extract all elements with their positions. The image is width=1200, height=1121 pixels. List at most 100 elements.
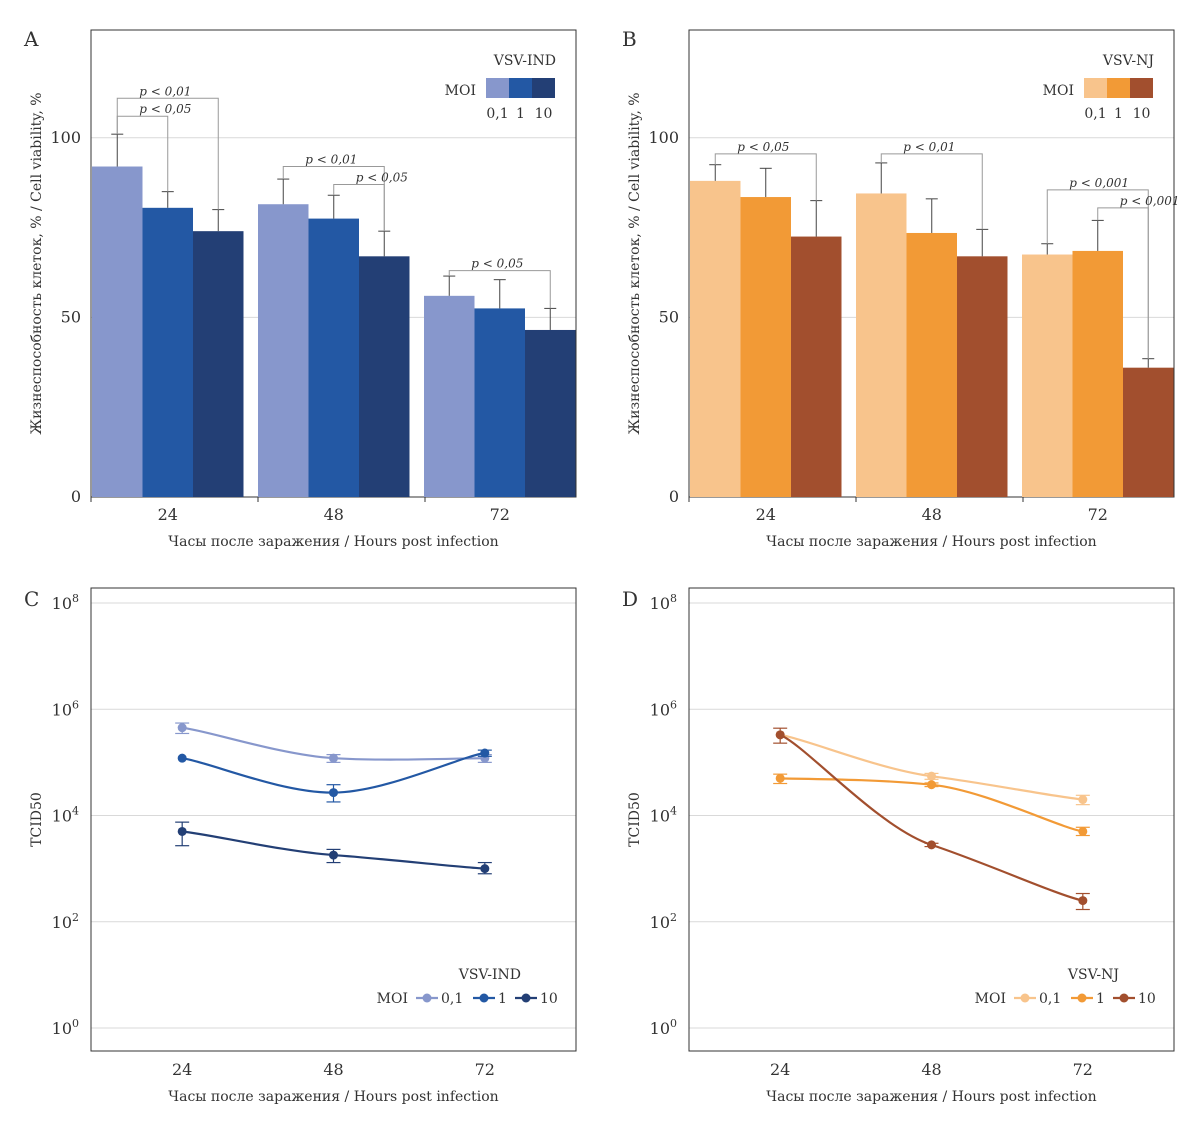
x-axis-title: Часы после заражения / Hours post infect…	[168, 534, 498, 550]
x-tick-label: 24	[158, 505, 178, 524]
data-point	[775, 730, 785, 740]
legend-title: VSV-IND	[458, 967, 521, 983]
x-tick-label: 48	[323, 1060, 343, 1079]
data-point	[177, 723, 187, 733]
legend-entry: 0,1	[441, 991, 463, 1007]
legend-moi-label: MOI	[377, 991, 408, 1007]
legend-swatch	[509, 78, 532, 98]
bar	[142, 207, 193, 498]
legend-marker	[1077, 993, 1087, 1003]
y-axis-title: TCID50	[627, 792, 643, 847]
y-tick-label: 100	[648, 128, 679, 147]
y-axis-title: Жизнеспособность клеток, % / Cell viabil…	[29, 92, 45, 434]
legend-title: VSV-NJ	[1102, 53, 1154, 69]
y-tick-label: 106	[650, 698, 677, 719]
panel-a: A 0 50 100 24 48 72 Часы после заражения / Hour…	[23, 27, 577, 550]
bar	[258, 204, 309, 497]
significance-bracket	[116, 115, 169, 192]
bar	[1022, 254, 1073, 497]
y-axis-title: Жизнеспособность клеток, % / Cell viabil…	[627, 92, 643, 434]
y-tick-label: 104	[52, 805, 79, 826]
bar	[424, 295, 475, 497]
y-tick-label: 106	[52, 698, 79, 719]
legend-entry: 1	[1096, 991, 1105, 1007]
bar	[193, 231, 244, 497]
data-point	[775, 773, 785, 783]
data-point	[177, 753, 187, 763]
x-tick-label: 48	[324, 505, 344, 524]
y-tick-label: 50	[61, 307, 81, 326]
data-point	[1078, 896, 1088, 906]
legend-entry: 0,1	[1039, 991, 1061, 1007]
legend-title: VSV-IND	[493, 53, 556, 69]
data-point	[329, 753, 338, 763]
legend-entry: 0,1	[1084, 106, 1106, 122]
legend-marker	[422, 993, 432, 1003]
data-point	[1078, 826, 1088, 836]
bar	[525, 329, 576, 497]
panel-b: B 0 50 100 24 48 72 Часы после заражения / Hour…	[622, 27, 1179, 550]
significance-label: p < 0,05	[471, 257, 523, 271]
y-axis-title: TCID50	[29, 792, 45, 847]
x-tick-label: 72	[475, 1060, 495, 1079]
y-tick-label: 50	[659, 307, 679, 326]
panel-c: C 100 102 104 106 108 24 48 72 Часы после заражен…	[24, 587, 577, 1105]
bar	[92, 166, 143, 497]
significance-label: p < 0,05	[356, 170, 408, 184]
bar	[906, 232, 957, 497]
bar	[791, 236, 842, 498]
x-tick-label: 24	[756, 505, 776, 524]
legend-entry: 1	[498, 991, 507, 1007]
x-tick-label: 48	[922, 505, 942, 524]
legend-entry: 10	[540, 991, 558, 1007]
y-tick-label: 100	[52, 1017, 79, 1038]
significance-bracket	[880, 153, 983, 230]
bar	[308, 218, 359, 497]
legend-title: VSV-NJ	[1067, 967, 1119, 983]
bar	[856, 193, 907, 497]
data-point	[177, 826, 187, 836]
significance-label: p < 0,01	[903, 140, 955, 154]
legend-moi-label: MOI	[1043, 83, 1074, 99]
significance-label: p < 0,001	[1120, 194, 1180, 208]
significance-bracket	[1097, 207, 1149, 359]
series-line	[779, 733, 1084, 902]
data-point	[927, 771, 936, 781]
significance-label: p < 0,001	[1069, 176, 1129, 190]
x-axis-title: Часы после заражения / Hours post infect…	[766, 1089, 1096, 1105]
x-tick-label: 72	[490, 505, 510, 524]
bar	[740, 197, 791, 498]
legend-marker	[1020, 993, 1030, 1003]
panel-letter: B	[622, 27, 637, 51]
significance-label: p < 0,05	[737, 140, 789, 154]
legend-entry: 10	[1138, 991, 1156, 1007]
x-tick-label: 72	[1073, 1060, 1093, 1079]
panel-letter: C	[24, 587, 39, 611]
bar	[957, 256, 1008, 497]
y-tick-label: 104	[650, 805, 677, 826]
legend-marker	[479, 993, 489, 1003]
data-point	[329, 788, 338, 798]
x-axis-title: Часы после заражения / Hours post infect…	[766, 534, 1096, 550]
y-tick-label: 108	[650, 592, 677, 613]
x-tick-label: 24	[172, 1060, 192, 1079]
panel-letter: D	[622, 587, 638, 611]
bar	[474, 308, 525, 497]
legend-entry: 0,1	[486, 106, 508, 122]
panel-d: D 100 102 104 106 108 24 48 72 Часы после заражен…	[622, 587, 1175, 1105]
y-tick-label: 0	[71, 487, 81, 506]
legend-marker	[521, 993, 531, 1003]
legend-moi-label: MOI	[975, 991, 1006, 1007]
data-point	[927, 780, 936, 790]
plot-frame	[688, 587, 1175, 1052]
x-tick-label: 48	[921, 1060, 941, 1079]
legend-swatch	[1107, 78, 1130, 98]
data-point	[1078, 795, 1088, 805]
y-tick-label: 108	[52, 592, 79, 613]
legend-swatch	[1130, 78, 1153, 98]
data-point	[480, 748, 490, 758]
y-tick-label: 102	[650, 911, 677, 932]
x-tick-label: 24	[770, 1060, 790, 1079]
legend-moi-label: MOI	[445, 83, 476, 99]
bar	[1123, 367, 1174, 497]
